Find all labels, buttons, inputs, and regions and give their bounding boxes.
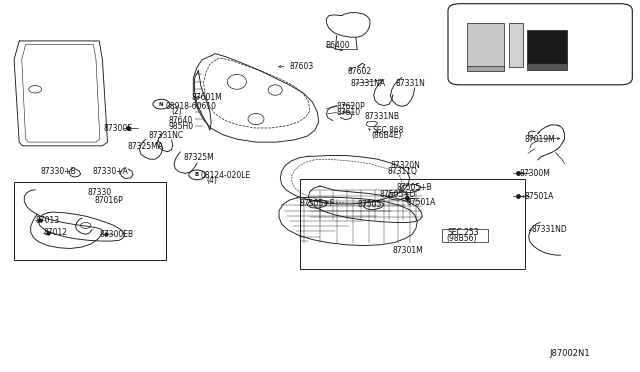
Text: 87331ND: 87331ND — [531, 225, 567, 234]
Text: 87330: 87330 — [88, 188, 112, 197]
Text: 87016P: 87016P — [94, 196, 123, 205]
Text: 87301M: 87301M — [392, 246, 423, 255]
Text: B: B — [195, 172, 199, 177]
Text: 87311Q: 87311Q — [388, 167, 418, 176]
Text: 87013: 87013 — [36, 217, 60, 225]
Text: 87300M: 87300M — [520, 169, 550, 178]
Text: 08918-60610: 08918-60610 — [165, 102, 216, 110]
FancyBboxPatch shape — [448, 4, 632, 85]
Text: 87620P: 87620P — [337, 102, 365, 111]
Text: 87601M: 87601M — [192, 93, 223, 102]
Bar — [467, 23, 504, 67]
Bar — [442, 229, 488, 242]
Text: 87320N: 87320N — [390, 161, 420, 170]
Text: (98B56): (98B56) — [447, 234, 477, 243]
Text: 87325M: 87325M — [183, 153, 214, 162]
Text: 87501A: 87501A — [525, 192, 554, 201]
Text: 87610: 87610 — [337, 108, 361, 117]
Text: B6400: B6400 — [325, 41, 349, 50]
Text: 87505+F: 87505+F — [300, 199, 335, 208]
Text: SEC.253: SEC.253 — [448, 228, 479, 237]
Text: 87012: 87012 — [44, 228, 68, 237]
Text: 87019M: 87019M — [525, 135, 556, 144]
Text: (4): (4) — [207, 176, 218, 185]
Bar — [467, 66, 504, 71]
Text: 87331NB: 87331NB — [365, 112, 400, 121]
Text: (86B4E): (86B4E) — [371, 131, 401, 140]
Text: N: N — [159, 102, 164, 107]
Text: 87603: 87603 — [290, 62, 314, 71]
Bar — [300, 179, 525, 269]
Text: 87602: 87602 — [348, 67, 372, 76]
Text: (2): (2) — [172, 107, 182, 116]
Text: J87002N1: J87002N1 — [549, 349, 589, 358]
Text: 87501A: 87501A — [406, 198, 436, 207]
Text: 87325MA: 87325MA — [128, 142, 164, 151]
Text: 87331NC: 87331NC — [148, 131, 184, 140]
Text: 87300E: 87300E — [104, 124, 132, 133]
Bar — [14, 182, 166, 260]
Text: 87505: 87505 — [357, 200, 381, 209]
Text: 87330+A: 87330+A — [93, 167, 129, 176]
Text: 87331N: 87331N — [396, 79, 426, 88]
Text: 87640: 87640 — [169, 116, 193, 125]
Text: 08124-020LE: 08124-020LE — [200, 171, 251, 180]
Text: 87300EB: 87300EB — [99, 230, 133, 239]
Text: SEC.868: SEC.868 — [372, 126, 404, 135]
Text: 985H0: 985H0 — [169, 122, 194, 131]
Bar — [509, 23, 523, 67]
Bar — [527, 63, 567, 70]
Text: 87505+D: 87505+D — [380, 190, 416, 199]
Text: 87330+B: 87330+B — [40, 167, 76, 176]
Text: 87331NA: 87331NA — [351, 79, 386, 88]
Text: 87505+B: 87505+B — [397, 183, 433, 192]
Bar — [527, 30, 567, 64]
